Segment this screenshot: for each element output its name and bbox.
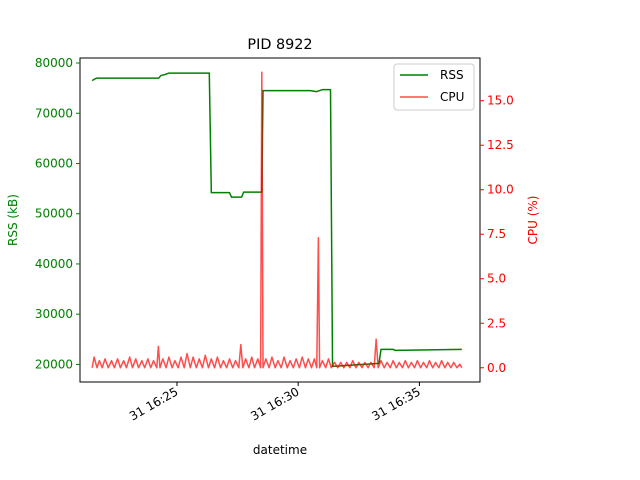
series-layer [91,71,463,369]
left-y-tick-label: 70000 [35,106,73,120]
right-y-axis-label: CPU (%) [526,196,540,245]
plot-frame [79,57,481,383]
left-y-axis-label: RSS (kB) [6,194,20,246]
right-y-tick-label: 15.0 [487,94,514,108]
right-y-tick-label: 7.5 [487,227,506,241]
right-y-tick-label: 12.5 [487,138,514,152]
left-y-tick-label: 80000 [35,56,73,70]
legend: RSS CPU [393,63,475,111]
legend-label-cpu: CPU [440,90,464,104]
right-y-tick-label: 0.0 [487,361,506,375]
left-y-tick-label: 20000 [35,357,73,371]
right-y-axis: 0.0 2.5 5.0 7.5 10.0 12.5 15.0 [480,94,514,375]
right-y-tick-label: 10.0 [487,183,514,197]
right-y-tick-label: 2.5 [487,316,506,330]
x-axis-label: datetime [253,443,307,457]
left-y-tick-label: 40000 [35,257,73,271]
left-y-tick-label: 30000 [35,307,73,321]
left-y-tick-label: 50000 [35,207,73,221]
legend-label-rss: RSS [440,68,464,82]
chart-title: PID 8922 [247,37,312,53]
left-y-tick-label: 60000 [35,156,73,170]
right-y-tick-label: 5.0 [487,272,506,286]
left-y-axis: 20000 30000 40000 50000 60000 70000 80000 [35,56,80,371]
series-line-cpu [91,71,463,369]
